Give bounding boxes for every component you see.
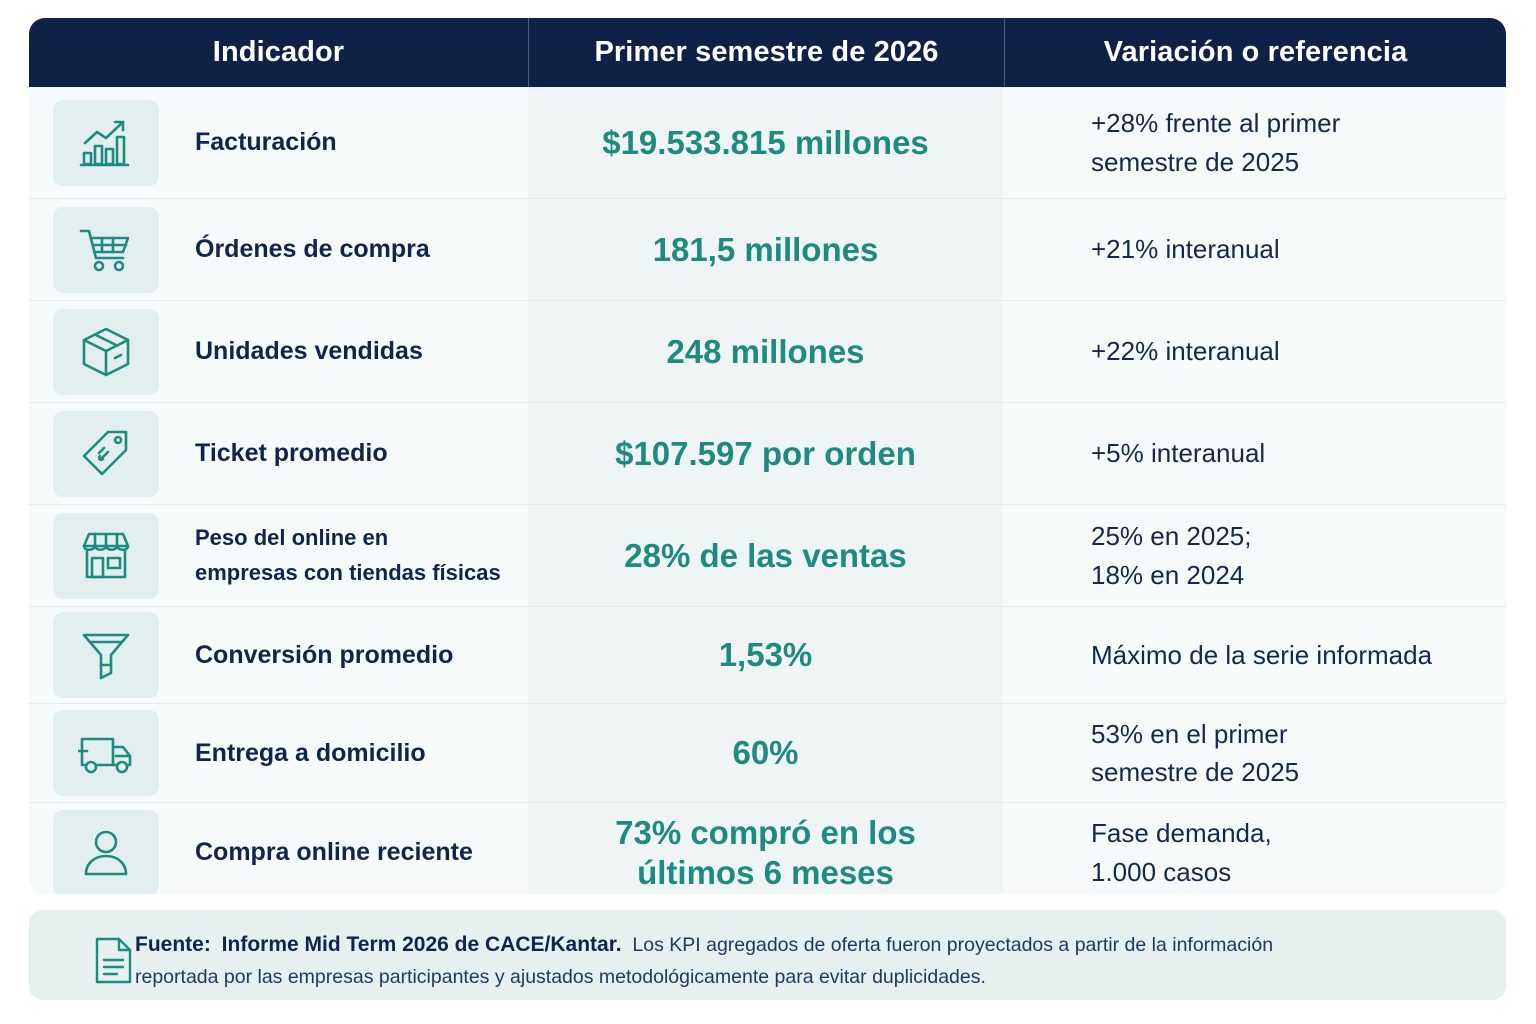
delivery-truck-icon [53,710,159,796]
funnel-icon [53,612,159,698]
source-label: Fuente: [135,933,211,956]
indicator-value: 28% de las ventas [624,536,907,574]
user-icon [53,809,159,894]
header-indicator: Indicador [29,18,529,87]
indicator-reference: +5% interanual [1091,438,1266,469]
header-period: Primer semestre de 2026 [529,18,1005,87]
indicator-reference: +21% interanual [1091,234,1280,265]
indicator-value: $19.533.815 millones [602,123,929,161]
header-reference: Variación o referencia [1103,36,1408,68]
indicator-value: 181,5 millones [652,230,879,268]
indicator-label: Peso del online en empresas con tiendas … [195,525,501,585]
table-header: Indicador Primer semestre de 2026 Variac… [29,18,1506,87]
indicator-reference: Máximo de la serie informada [1091,639,1433,670]
table-row: Conversión promedio 1,53% Máximo de la s… [29,607,1506,704]
bar-chart-trend-up-icon [53,99,159,186]
source-note: Fuente: Informe Mid Term 2026 de CACE/Ka… [29,910,1506,1000]
source-title: Informe Mid Term 2026 de CACE/Kantar. [221,933,622,956]
table-row: Unidades vendidas 248 millones +22% inte… [29,301,1506,403]
table-row: Entrega a domicilio 60% 53% en el primer… [29,704,1506,803]
indicator-value: 248 millones [666,332,865,370]
indicator-label: Compra online reciente [195,838,473,867]
indicator-label: Facturación [195,128,337,157]
table-row: Ticket promedio $107.597 por orden +5% i… [29,403,1506,505]
price-tag-icon [53,410,159,497]
indicator-value: 60% [732,734,799,772]
indicator-reference: +28% frente al primer semestre de 2025 [1091,108,1341,177]
indicator-reference: Fase demanda, 1.000 casos [1091,818,1272,887]
indicator-value: 1,53% [718,636,813,674]
kpi-table: Indicador Primer semestre de 2026 Variac… [29,18,1506,894]
storefront-icon [53,512,159,599]
table-row: Órdenes de compra 181,5 millones +21% in… [29,199,1506,301]
source-note-text: Fuente: Informe Mid Term 2026 de CACE/Ka… [135,933,1274,989]
indicator-label: Unidades vendidas [195,337,423,366]
indicator-value: 73% compró en los últimos 6 meses [615,813,916,891]
indicator-value: $107.597 por orden [615,434,916,472]
indicator-label: Órdenes de compra [195,235,430,264]
indicator-label: Ticket promedio [195,439,388,468]
box-package-icon [53,308,159,395]
table-row: Facturación $19.533.815 millones +28% fr… [29,87,1506,199]
indicator-reference: 53% en el primer semestre de 2025 [1091,718,1300,787]
table-row: Compra online reciente 73% compró en los… [29,803,1506,894]
indicator-reference: +22% interanual [1091,336,1280,367]
indicator-reference: 25% en 2025; 18% en 2024 [1091,521,1252,590]
shopping-cart-icon [53,206,159,293]
document-icon [95,937,132,984]
table-row: Peso del online en empresas con tiendas … [29,505,1506,607]
table-body: Facturación $19.533.815 millones +28% fr… [29,87,1506,894]
indicator-label: Conversión promedio [195,640,454,669]
indicator-label: Entrega a domicilio [195,738,426,767]
